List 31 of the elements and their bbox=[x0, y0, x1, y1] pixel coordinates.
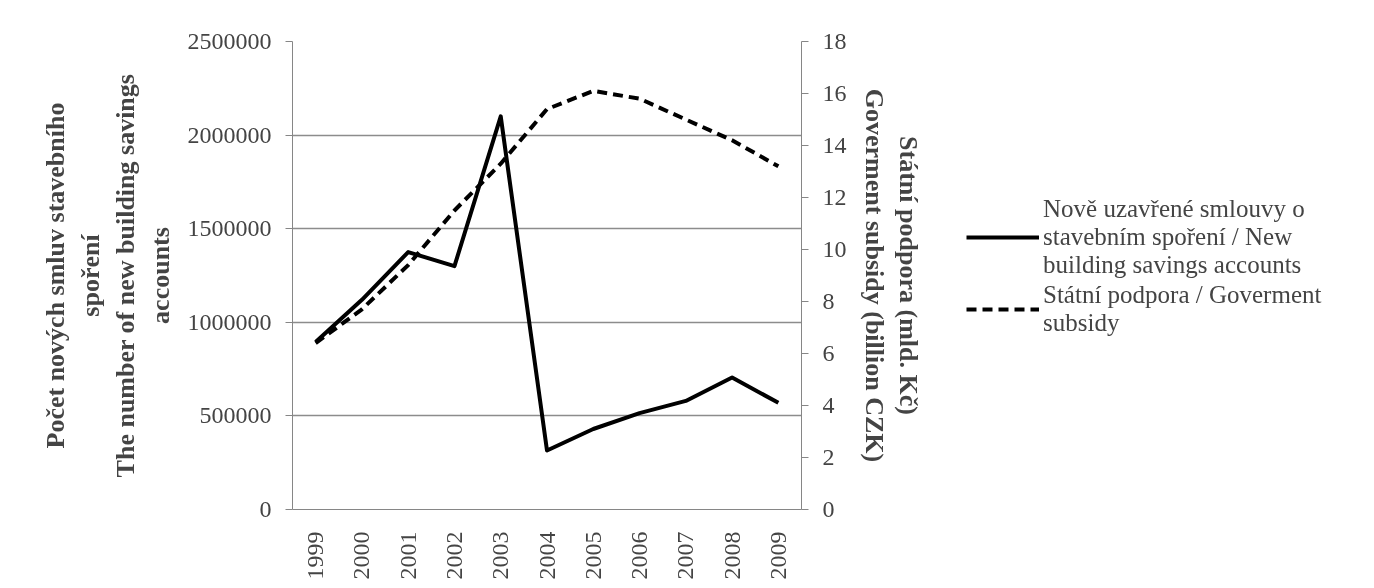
y2-tick-label: 8 bbox=[822, 288, 835, 314]
y-tick-label: 1500000 bbox=[187, 215, 272, 242]
y2-tick-label: 6 bbox=[822, 340, 835, 366]
x-tick-label: 2007 bbox=[672, 531, 699, 580]
legend-label: Státní podpora / Goverment subsidy bbox=[1043, 281, 1322, 337]
x-tick-label: 2003 bbox=[487, 531, 514, 580]
y2-tick-label: 0 bbox=[822, 496, 835, 522]
legend-label: Nově uzavřené smlouvy o stavebním spoření / New building savings accounts bbox=[1043, 195, 1305, 279]
y-tick-label: 0 bbox=[259, 496, 272, 522]
x-tick-label: 2005 bbox=[579, 531, 606, 580]
x-tick-label: 2004 bbox=[533, 531, 560, 580]
y-axis-title: Počet nových smluv stavebního spoření The number of new building savings accounts bbox=[41, 74, 175, 478]
y2-tick-label: 14 bbox=[822, 132, 847, 158]
y2-tick-label: 12 bbox=[822, 184, 847, 210]
x-tick-label: 2000 bbox=[348, 531, 375, 580]
x-tick-label: 2008 bbox=[718, 531, 745, 580]
y2-tick-label: 4 bbox=[822, 392, 835, 418]
y2-tick-label: 16 bbox=[822, 80, 847, 106]
x-tick-label: 2002 bbox=[440, 531, 467, 580]
x-tick-label: 1999 bbox=[302, 531, 329, 580]
y-tick-label: 1000000 bbox=[187, 308, 272, 335]
y2-axis-title: Státní podpora (mld. Kč) Goverment subsidy (billion CZK) bbox=[859, 88, 924, 463]
y-tick-label: 2000000 bbox=[187, 121, 272, 148]
y2-tick-label: 2 bbox=[822, 444, 835, 470]
y2-tick-label: 18 bbox=[822, 28, 847, 54]
y-tick-label: 500000 bbox=[199, 402, 272, 429]
x-tick-label: 2009 bbox=[764, 531, 791, 580]
y2-tick-label: 10 bbox=[822, 236, 847, 262]
y-tick-label: 2500000 bbox=[187, 28, 272, 54]
x-tick-label: 2006 bbox=[626, 531, 653, 580]
x-tick-label: 2001 bbox=[394, 531, 421, 580]
